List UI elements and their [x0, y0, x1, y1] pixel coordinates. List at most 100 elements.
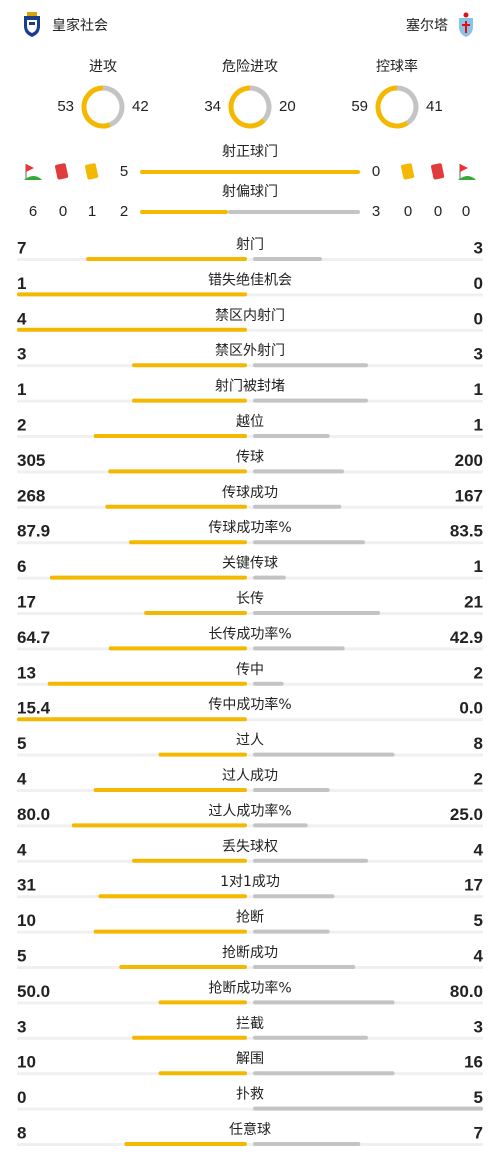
stat-label: 过人: [236, 733, 264, 749]
shots-away-bar: [228, 210, 360, 214]
stat-home-bar: [105, 504, 247, 509]
stat-away-bar: [253, 894, 335, 899]
stat-home: 6: [17, 557, 26, 576]
stat-home: 3: [17, 345, 26, 364]
stat-away: 80.0: [450, 982, 483, 1001]
stat-away: 1: [474, 415, 483, 434]
stat-label: 错失绝佳机会: [208, 272, 292, 288]
donut-home: [375, 85, 409, 129]
stat-track: [17, 328, 483, 332]
stat-home: 4: [17, 769, 27, 788]
stat-track: [17, 966, 483, 969]
summary-away: 41: [426, 98, 443, 115]
stat-label: 任意球: [229, 1121, 271, 1138]
icon-red-card: [431, 163, 445, 180]
stat-home-bar: [119, 965, 247, 969]
stat-home-bar: [132, 398, 247, 403]
donut-away: [102, 85, 125, 128]
stat-home-bar: [93, 929, 248, 934]
stat-home: 10: [17, 911, 36, 930]
stat-home: 15.4: [17, 699, 51, 718]
stat-away: 21: [464, 592, 483, 611]
stat-track: [17, 258, 483, 261]
stat-away-bar: [253, 363, 368, 368]
stat-home: 5: [17, 734, 26, 753]
stat-label: 射门: [236, 237, 264, 253]
stat-track: [17, 293, 483, 297]
stat-track: [17, 505, 483, 509]
stat-home-bar: [144, 611, 247, 615]
stat-track: [17, 895, 483, 899]
stat-home-bar: [108, 469, 247, 474]
stat-home-bar: [93, 434, 248, 438]
stat-label: 传球成功率%: [208, 519, 291, 536]
stat-home-bar: [71, 823, 247, 828]
stat-away-bar: [253, 1035, 368, 1040]
home-yellow: 1: [88, 203, 96, 220]
shots-home-bar: [140, 210, 228, 214]
stat-track: [17, 789, 483, 792]
stat-track: [17, 541, 483, 545]
stat-label: 扑救: [236, 1087, 264, 1103]
stat-away-bar: [253, 752, 395, 757]
stat-home: 8: [17, 1123, 26, 1142]
stat-label: 越位: [236, 414, 264, 430]
summary-home: 34: [204, 98, 221, 115]
stat-track: [17, 682, 483, 686]
home-team: 皇家社会: [52, 17, 108, 34]
stat-label: 抢断成功率%: [208, 979, 291, 996]
stat-home: 31: [17, 876, 36, 895]
stat-away: 2: [474, 769, 483, 788]
stat-track: [17, 1072, 483, 1076]
stat-label: 过人成功: [222, 768, 278, 784]
stat-away-bar: [253, 681, 284, 686]
away-corners: 0: [462, 203, 470, 220]
stat-label: 解围: [236, 1051, 264, 1067]
stat-away: 1: [474, 380, 483, 399]
stat-away: 5: [474, 1088, 483, 1107]
stat-away-bar: [253, 858, 368, 863]
summary-label: 进攻: [89, 59, 117, 75]
stat-home: 2: [17, 415, 26, 434]
stat-track: [17, 576, 483, 580]
shots-label: 射正球门: [222, 144, 278, 160]
icon-corner: [458, 164, 476, 180]
stat-label: 关键传球: [222, 556, 278, 572]
summary-away: 42: [132, 98, 149, 115]
stat-track: [17, 1143, 483, 1146]
stat-home: 5: [17, 946, 26, 965]
stat-away: 8: [474, 734, 483, 753]
donut-away: [396, 85, 419, 126]
stat-away: 2: [474, 663, 483, 682]
stat-away-bar: [253, 540, 366, 545]
stat-away: 0.0: [459, 699, 483, 718]
stat-home-bar: [93, 788, 248, 792]
away-yellow: 0: [404, 203, 412, 220]
stat-home: 7: [17, 238, 26, 257]
summary-label: 控球率: [376, 58, 418, 75]
stat-label: 禁区内射门: [215, 308, 285, 324]
shots-home-bar: [140, 170, 360, 174]
stat-home-bar: [17, 327, 247, 332]
stat-label: 1对1成功: [220, 874, 280, 890]
stat-away-bar: [253, 469, 345, 474]
stat-home-bar: [47, 681, 247, 686]
stat-track: [17, 930, 483, 934]
stat-home-bar: [17, 292, 247, 297]
stat-home-bar: [132, 858, 247, 863]
stat-track: [17, 435, 483, 438]
stat-home-bar: [132, 363, 247, 368]
stat-label: 长传成功率%: [208, 625, 291, 642]
stat-home-bar: [124, 1142, 247, 1146]
icon-red-card: [55, 163, 69, 180]
away-logo: [459, 12, 473, 37]
stat-away-bar: [253, 1106, 483, 1111]
stat-away-bar: [253, 1000, 395, 1005]
stat-home: 10: [17, 1053, 36, 1072]
stat-home: 3: [17, 1017, 26, 1036]
stat-away: 3: [474, 238, 483, 257]
stat-home: 4: [17, 840, 27, 859]
stat-away: 4: [474, 946, 484, 965]
stat-away-bar: [253, 504, 342, 509]
